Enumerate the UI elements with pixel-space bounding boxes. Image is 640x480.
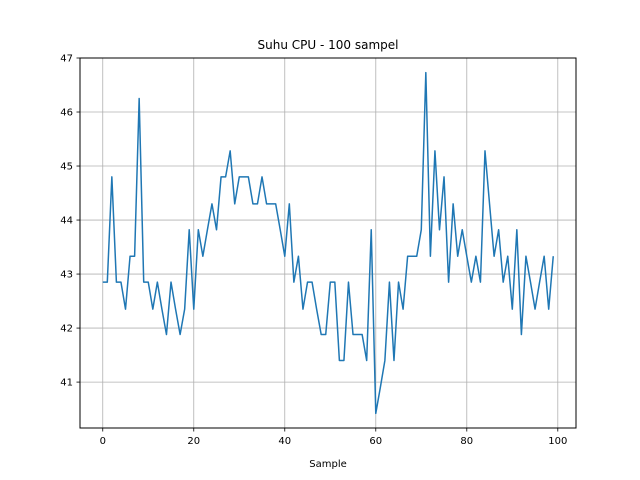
plot-frame bbox=[79, 57, 577, 429]
y-tick-label: 47 bbox=[60, 54, 73, 65]
y-tick-label: 44 bbox=[60, 216, 73, 227]
y-tick-label: 42 bbox=[60, 324, 73, 335]
x-tick-label: 80 bbox=[460, 436, 473, 447]
x-axis: 0 20 40 60 80 100 bbox=[100, 428, 567, 447]
y-tick-label: 46 bbox=[60, 108, 73, 119]
plot-series bbox=[102, 71, 554, 415]
series-line bbox=[102, 71, 554, 415]
x-tick-label: 20 bbox=[187, 436, 200, 447]
x-tick-label: 60 bbox=[369, 436, 382, 447]
y-tick-label: 41 bbox=[60, 378, 73, 389]
x-tick-label: 100 bbox=[548, 436, 567, 447]
y-axis: 41 42 43 44 45 46 47 bbox=[60, 54, 80, 389]
y-tick-label: 43 bbox=[60, 270, 73, 281]
chart-title: Suhu CPU - 100 sampel bbox=[258, 38, 399, 52]
x-tick-label: 0 bbox=[100, 436, 106, 447]
y-tick-label: 45 bbox=[60, 162, 73, 173]
x-axis-label: Sample bbox=[309, 459, 347, 470]
x-tick-label: 40 bbox=[278, 436, 291, 447]
